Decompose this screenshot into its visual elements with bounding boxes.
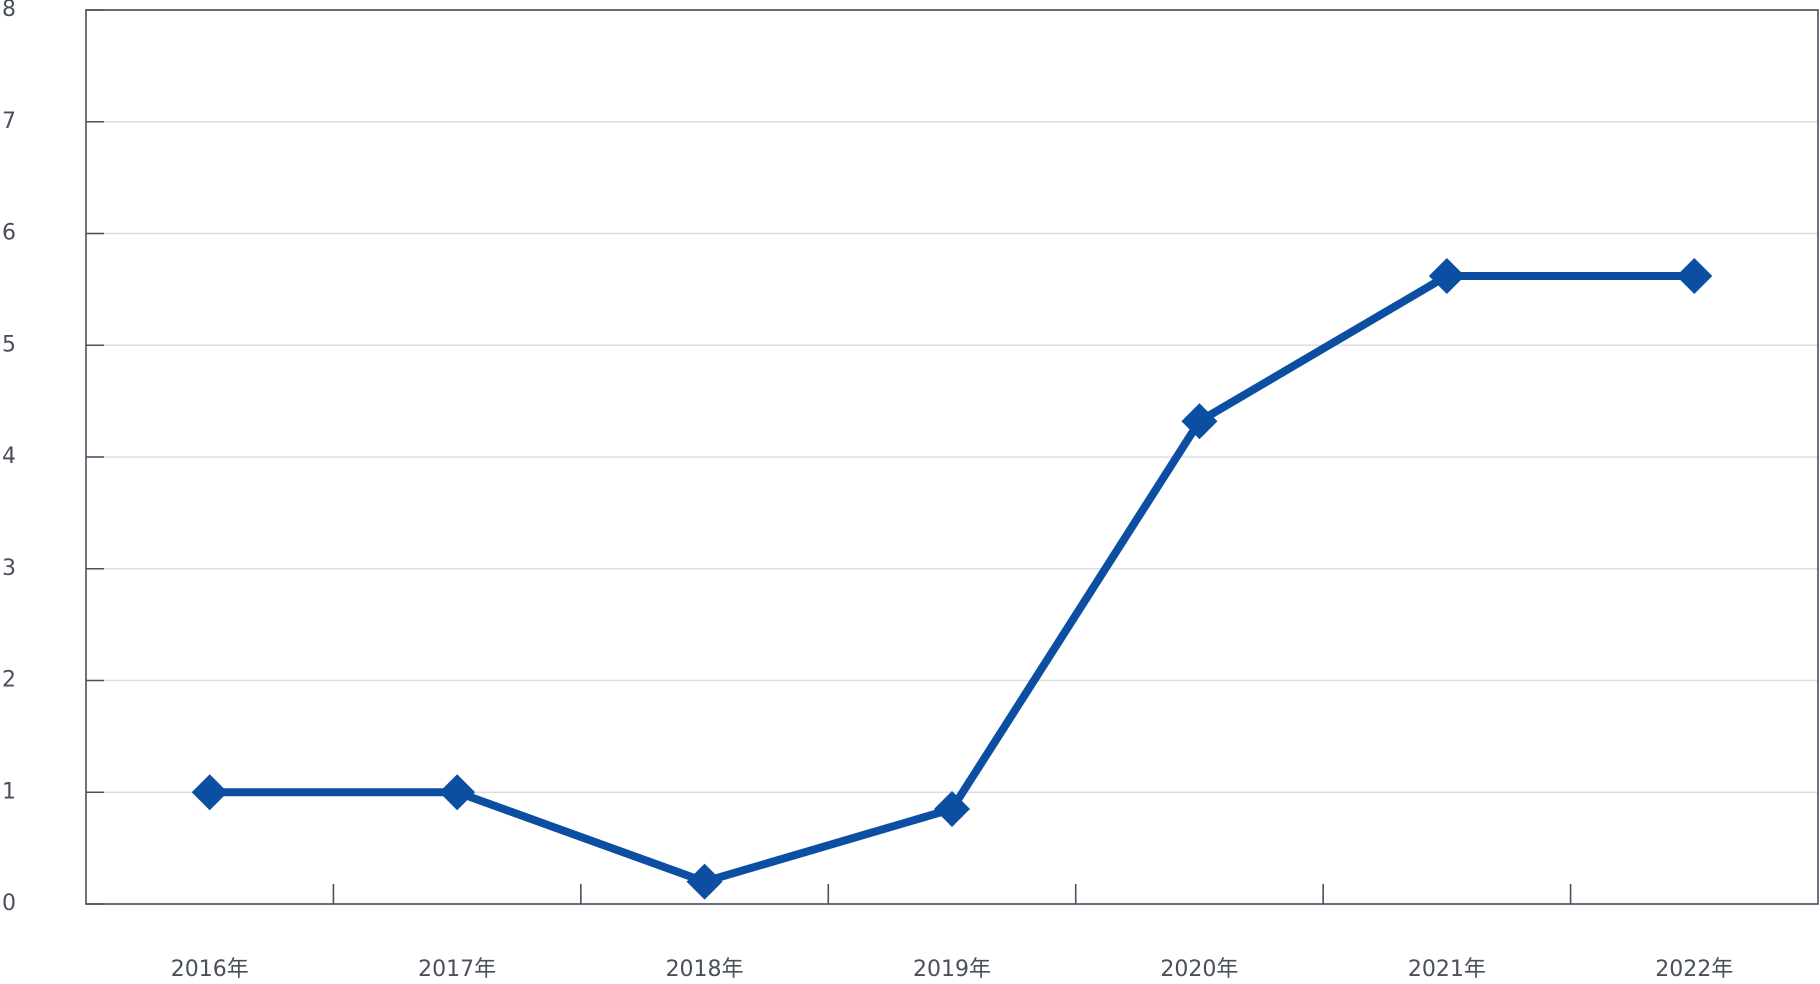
y-tick-label: 5 — [2, 332, 16, 357]
y-tick-label: 3 — [2, 556, 16, 581]
y-tick-label: 8 — [2, 0, 16, 22]
marker — [1676, 257, 1713, 294]
x-tick-label: 2016年 — [171, 957, 249, 982]
marker — [686, 863, 723, 900]
y-tick-label: 6 — [2, 221, 16, 246]
marker — [1428, 257, 1465, 294]
marker — [1181, 403, 1218, 440]
plot-frame — [85, 9, 1819, 905]
marker — [191, 774, 228, 811]
x-tick-label: 2022年 — [1655, 957, 1733, 982]
marker — [439, 774, 476, 811]
x-tick-label: 2019年 — [913, 957, 991, 982]
x-tick-label: 2017年 — [418, 957, 496, 982]
y-tick-label: 1 — [2, 779, 16, 804]
x-tick-label: 2018年 — [666, 957, 744, 982]
y-tick-label: 7 — [2, 109, 16, 134]
y-tick-label: 2 — [2, 668, 16, 693]
y-tick-label: 4 — [2, 444, 16, 469]
y-tick-label: 0 — [2, 891, 16, 916]
x-tick-label: 2020年 — [1160, 957, 1238, 982]
marker — [934, 791, 970, 828]
x-tick-label: 2021年 — [1408, 957, 1486, 982]
line — [209, 271, 1695, 886]
